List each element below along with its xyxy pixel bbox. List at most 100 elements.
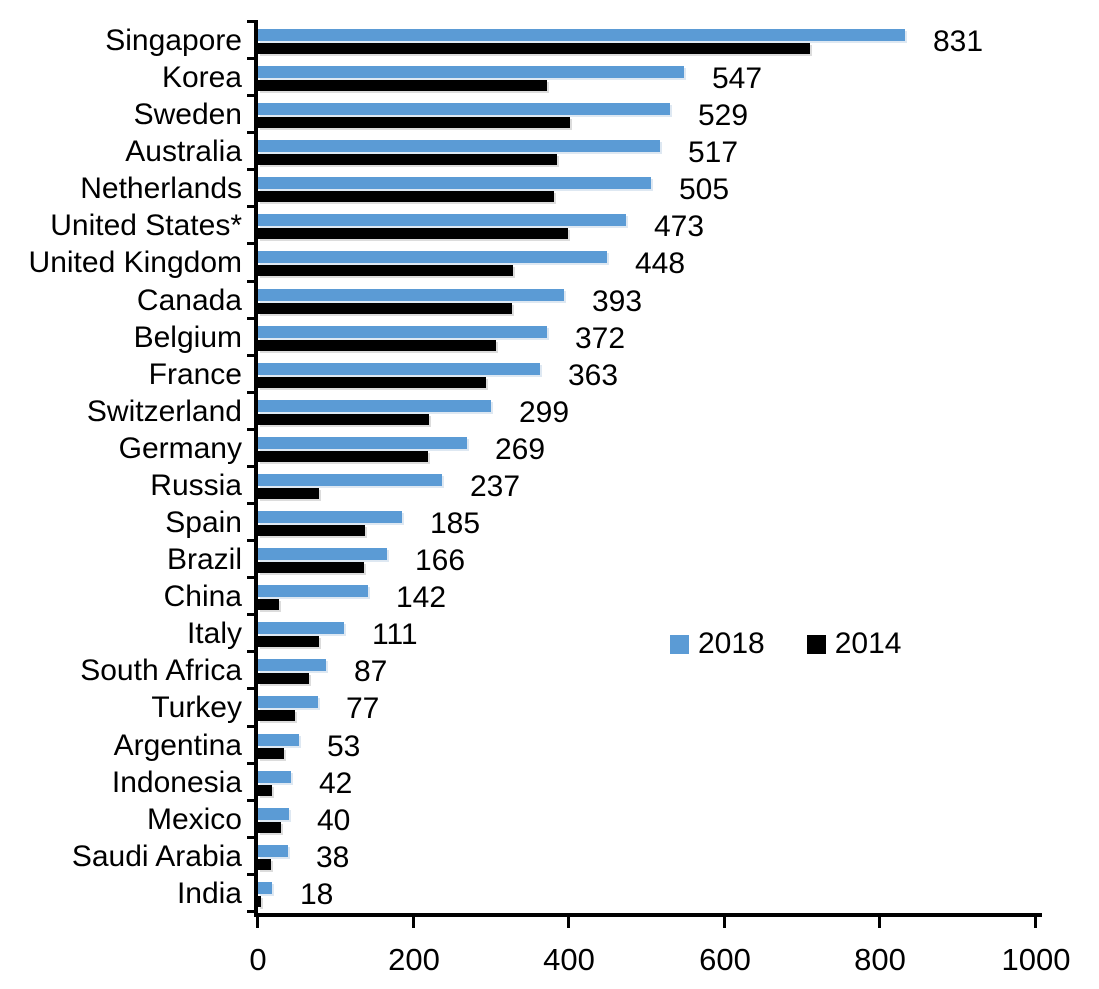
bar-2014 bbox=[258, 228, 568, 240]
category-tick bbox=[247, 761, 254, 765]
bar-2018 bbox=[258, 696, 318, 709]
bar-2018 bbox=[258, 548, 387, 561]
bar-2014 bbox=[258, 376, 486, 388]
bar-2018 bbox=[258, 399, 491, 412]
category-tick bbox=[247, 872, 254, 876]
bar-2014 bbox=[258, 80, 547, 92]
legend-swatch-2018 bbox=[670, 634, 689, 654]
category-label: Argentina bbox=[113, 728, 242, 762]
value-label: 53 bbox=[327, 729, 361, 763]
category-label: Switzerland bbox=[86, 394, 242, 428]
x-tick-label: 0 bbox=[249, 942, 267, 977]
country-row: Russia 237 bbox=[0, 467, 1099, 504]
category-tick bbox=[247, 502, 254, 506]
value-label: 529 bbox=[698, 99, 749, 133]
bar-2018 bbox=[258, 103, 670, 116]
x-axis-line bbox=[254, 913, 1042, 917]
bar-2014 bbox=[258, 487, 319, 499]
bar-2018 bbox=[258, 140, 660, 153]
category-label: Italy bbox=[186, 617, 242, 651]
category-label: Spain bbox=[165, 506, 242, 540]
value-label: 269 bbox=[495, 432, 546, 466]
category-label: United States* bbox=[50, 209, 242, 243]
x-axis-tick bbox=[1034, 917, 1037, 928]
category-label: Netherlands bbox=[80, 172, 242, 206]
category-label: Mexico bbox=[146, 802, 242, 836]
bar-2018 bbox=[258, 251, 607, 264]
category-tick bbox=[247, 427, 254, 431]
x-tick-label: 400 bbox=[543, 942, 595, 977]
legend-swatch-2014 bbox=[806, 634, 826, 654]
bar-2014 bbox=[258, 413, 429, 425]
value-label: 448 bbox=[635, 247, 686, 281]
bar-2018 bbox=[258, 770, 291, 783]
category-tick bbox=[247, 316, 254, 320]
country-row: France 363 bbox=[0, 356, 1099, 393]
x-tick-label: 1000 bbox=[1001, 942, 1071, 977]
category-label: South Africa bbox=[80, 654, 242, 688]
value-label: 473 bbox=[654, 210, 705, 244]
value-label: 363 bbox=[568, 358, 619, 392]
country-row: South Africa 87 bbox=[0, 652, 1099, 689]
value-label: 372 bbox=[575, 321, 626, 355]
category-tick bbox=[247, 390, 254, 394]
bar-2014 bbox=[258, 821, 281, 833]
category-label: Turkey bbox=[151, 691, 242, 725]
x-axis-tick bbox=[567, 917, 570, 928]
category-tick bbox=[247, 353, 254, 357]
country-row: India 18 bbox=[0, 875, 1099, 912]
country-row: Switzerland 299 bbox=[0, 393, 1099, 430]
category-tick bbox=[247, 168, 254, 172]
value-label: 166 bbox=[415, 544, 466, 578]
x-tick-label: 200 bbox=[388, 942, 440, 977]
country-row: United Kingdom 448 bbox=[0, 244, 1099, 281]
bar-2014 bbox=[258, 43, 810, 54]
category-tick bbox=[247, 613, 254, 617]
value-label: 505 bbox=[679, 173, 730, 207]
bar-2018 bbox=[258, 807, 289, 820]
bar-2014 bbox=[258, 339, 496, 351]
value-label: 831 bbox=[933, 25, 984, 58]
bar-2014 bbox=[258, 858, 271, 870]
value-label: 142 bbox=[396, 581, 447, 615]
category-tick bbox=[247, 687, 254, 691]
category-tick bbox=[247, 20, 254, 23]
category-tick bbox=[247, 94, 254, 98]
value-label: 299 bbox=[519, 395, 570, 429]
category-label: Belgium bbox=[133, 320, 242, 354]
category-label: Korea bbox=[161, 61, 242, 95]
bar-2018 bbox=[258, 362, 540, 375]
bar-2018 bbox=[258, 881, 272, 894]
bar-2014 bbox=[258, 302, 512, 314]
bar-2014 bbox=[258, 673, 309, 685]
country-row: Mexico 40 bbox=[0, 801, 1099, 838]
value-label: 42 bbox=[319, 766, 353, 800]
value-label: 38 bbox=[316, 840, 350, 874]
bar-2018 bbox=[258, 177, 651, 190]
bar-2014 bbox=[258, 525, 365, 537]
category-tick bbox=[247, 205, 254, 209]
bar-2018 bbox=[258, 436, 467, 449]
bar-2018 bbox=[258, 622, 344, 635]
value-label: 393 bbox=[592, 284, 643, 318]
bar-2018 bbox=[258, 473, 442, 486]
bar-2018 bbox=[258, 585, 368, 598]
legend-label-2014: 2014 bbox=[834, 627, 902, 660]
bar-2014 bbox=[258, 154, 557, 166]
value-label: 185 bbox=[430, 507, 481, 541]
category-label: United Kingdom bbox=[28, 246, 242, 280]
country-row: Netherlands 505 bbox=[0, 170, 1099, 207]
country-row: China 142 bbox=[0, 578, 1099, 615]
value-label: 40 bbox=[317, 803, 351, 837]
category-label: Saudi Arabia bbox=[71, 839, 242, 873]
country-row: Brazil 166 bbox=[0, 541, 1099, 578]
bar-2014 bbox=[258, 562, 364, 574]
x-axis-tick bbox=[723, 917, 726, 928]
category-label: Brazil bbox=[166, 543, 242, 577]
value-label: 237 bbox=[470, 469, 521, 503]
category-label: France bbox=[148, 357, 242, 391]
country-row: Sweden 529 bbox=[0, 96, 1099, 133]
value-label: 18 bbox=[300, 877, 334, 911]
bar-2014 bbox=[258, 450, 428, 462]
bar-2018 bbox=[258, 844, 288, 857]
